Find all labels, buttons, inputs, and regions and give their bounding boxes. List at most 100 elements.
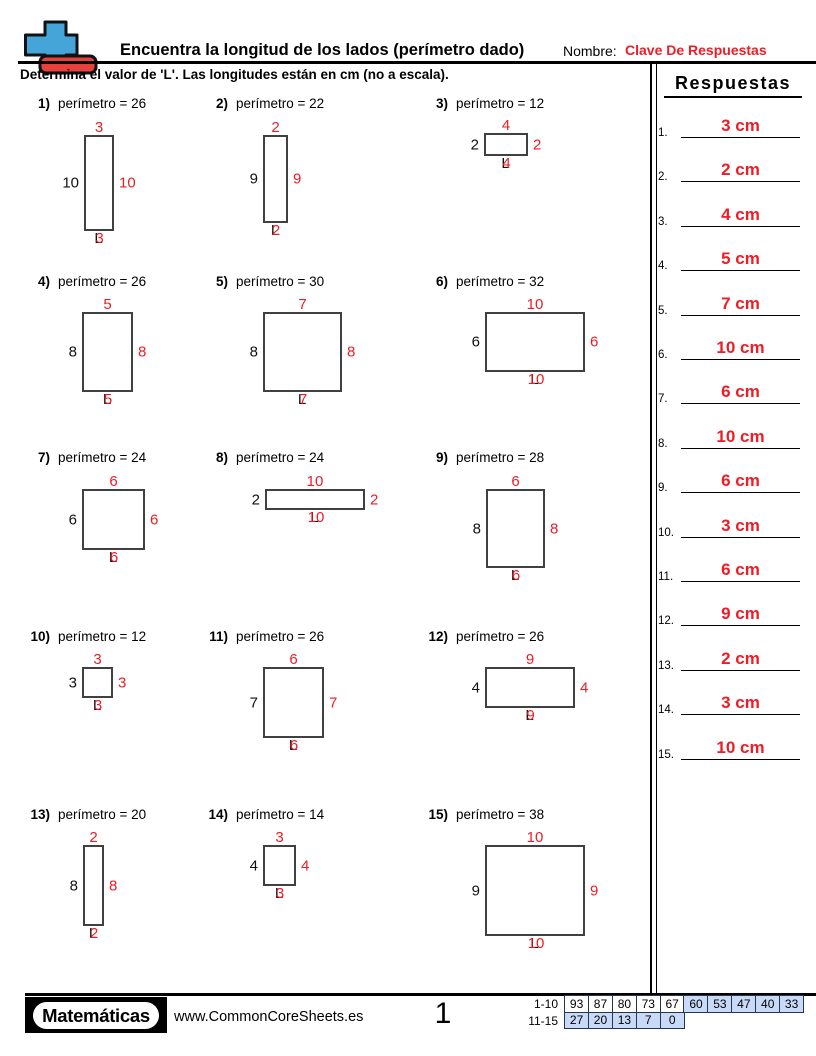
- side-label-bottom-given: L: [501, 155, 510, 172]
- answer-value: 7 cm: [721, 294, 760, 313]
- problem-number: 10): [30, 629, 50, 644]
- answer-number: 11.: [658, 571, 674, 583]
- problem-head: 15) perímetro = 38: [422, 807, 544, 825]
- answers-title: Respuestas: [664, 73, 802, 98]
- page-title: Encuentra la longitud de los lados (perí…: [120, 41, 525, 59]
- header-rule: [18, 61, 816, 64]
- answer-blank: 10 cm: [681, 336, 800, 360]
- side-label-bottom-answer: 3: [93, 697, 103, 714]
- side-label-left: 8: [249, 343, 258, 361]
- score-cell: 93: [564, 995, 590, 1013]
- answer-blank: 5 cm: [681, 247, 800, 271]
- score-cell: 80: [611, 995, 637, 1013]
- side-label-bottom-given: L: [297, 391, 307, 408]
- answer-value: 3 cm: [721, 516, 760, 535]
- side-label-bottom-answer: 5: [103, 391, 113, 408]
- side-label-right: 10: [119, 174, 136, 192]
- answer-item: 13. 2 cm: [656, 641, 808, 672]
- side-label-bottom-given: L: [310, 509, 319, 526]
- answer-number: 5.: [658, 305, 668, 317]
- problem-number: 12): [428, 629, 448, 644]
- problem-head: 11) perímetro = 26: [202, 629, 324, 647]
- problem-number: 11): [209, 629, 228, 644]
- side-label-bottom-answer: 7: [298, 391, 308, 408]
- problem-number: 9): [435, 450, 448, 465]
- footer-rule: [25, 993, 816, 996]
- perimeter-label: perímetro = 14: [236, 807, 325, 822]
- answer-blank: 7 cm: [681, 292, 800, 316]
- answer-blank: 2 cm: [681, 158, 800, 182]
- answer-item: 10. 3 cm: [656, 508, 808, 539]
- answer-number: 1.: [658, 127, 668, 139]
- answer-value: 10 cm: [716, 427, 765, 446]
- side-label-right: 8: [347, 343, 356, 361]
- problem-number: 15): [428, 807, 448, 822]
- perimeter-label: perímetro = 12: [58, 629, 147, 644]
- instructions: Determina el valor de 'L'. Las longitude…: [20, 67, 449, 82]
- answer-item: 4. 5 cm: [656, 241, 808, 272]
- problem-head: 4) perímetro = 26: [24, 274, 146, 292]
- side-label-bottom: L 10: [487, 934, 583, 954]
- score-row-label: 1-10: [533, 997, 558, 1011]
- rect-diagram: 10 6 6 L 10: [472, 296, 599, 388]
- side-label-bottom-given: L: [274, 885, 284, 902]
- side-label-right: 9: [590, 882, 599, 899]
- score-cell: 27: [564, 1011, 590, 1029]
- answer-value: 10 cm: [716, 738, 765, 757]
- problem-head: 13) perímetro = 20: [24, 807, 146, 825]
- side-label-top: 6: [109, 473, 118, 490]
- brand-logo: Matemáticas: [25, 997, 167, 1033]
- side-label-left: 10: [62, 174, 79, 192]
- side-label-bottom-answer: 2: [89, 925, 99, 942]
- perimeter-label: perímetro = 38: [456, 807, 545, 822]
- side-label-bottom-given: L: [88, 925, 98, 942]
- answer-value: 6 cm: [721, 382, 760, 401]
- side-label-bottom-answer: 2: [271, 222, 281, 239]
- side-label-right: 4: [580, 679, 589, 696]
- side-label-right: 8: [550, 520, 559, 537]
- perimeter-label: perímetro = 26: [236, 629, 325, 644]
- side-label-right: 3: [118, 674, 127, 691]
- answer-value: 3 cm: [721, 693, 760, 712]
- side-label-top: 2: [271, 119, 280, 136]
- score-cell: 33: [779, 995, 805, 1013]
- rect-diagram: 10 9 9 L 10: [472, 829, 599, 952]
- answer-value: 3 cm: [721, 116, 760, 135]
- side-label-top: 10: [306, 473, 324, 490]
- problem-number: 4): [37, 274, 50, 289]
- answer-item: 8. 10 cm: [656, 419, 808, 450]
- answer-value: 9 cm: [721, 604, 760, 623]
- score-cell: 13: [611, 1011, 637, 1029]
- side-label-top: 3: [94, 119, 104, 136]
- side-label-bottom-given: L: [270, 222, 280, 239]
- score-cell: 73: [635, 995, 661, 1013]
- answer-number: 6.: [658, 349, 668, 361]
- score-cell: 40: [755, 995, 781, 1013]
- column-divider: [650, 62, 653, 993]
- side-label-bottom-answer: 6: [511, 567, 521, 584]
- side-label-bottom-given: L: [94, 230, 103, 247]
- side-label-top: 6: [289, 651, 298, 668]
- perimeter-label: perímetro = 22: [236, 96, 325, 111]
- answer-item: 15. 10 cm: [656, 730, 808, 761]
- side-label-left: 9: [471, 882, 480, 899]
- score-cell: 0: [659, 1011, 685, 1029]
- answer-number: 9.: [658, 482, 668, 494]
- answer-value: 10 cm: [716, 338, 765, 357]
- column-divider: [655, 62, 657, 993]
- answer-blank: 3 cm: [681, 114, 800, 138]
- side-label-bottom-given: L: [92, 697, 102, 714]
- problem-number: 14): [208, 807, 228, 822]
- answer-blank: 3 cm: [681, 691, 800, 715]
- problem-number: 3): [435, 96, 448, 111]
- score-cell: 20: [587, 1011, 614, 1029]
- side-label-right: 2: [370, 491, 379, 508]
- side-label-bottom-given: L: [525, 707, 534, 724]
